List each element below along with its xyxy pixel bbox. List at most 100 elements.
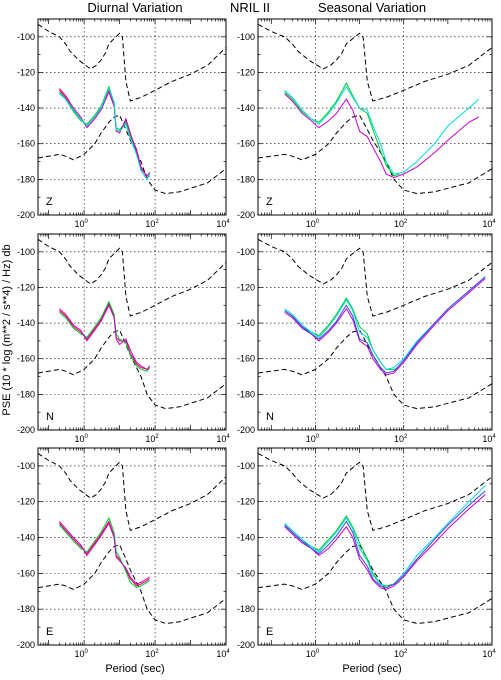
y-tick-label: -180 — [17, 174, 35, 184]
diurnal-title: Diurnal Variation — [87, 0, 182, 15]
series-magenta — [59, 88, 151, 177]
model-high-noise-model — [37, 452, 227, 532]
y-tick-label: -140 — [17, 318, 35, 328]
component-label: N — [266, 411, 274, 423]
model-low-noise-model — [37, 544, 227, 625]
x-tick-label: 100 — [306, 434, 320, 444]
y-tick-label: -140 — [237, 318, 255, 328]
y-tick-label: -200 — [17, 640, 35, 650]
y-tick-label: -180 — [237, 174, 255, 184]
panel-seasonal-Z: -100 -120 -140 -160 -180 -200 100 102 104 Z — [237, 18, 496, 229]
y-tick-label: -180 — [17, 604, 35, 614]
y-tick-label: -120 — [237, 67, 255, 77]
series-magenta — [284, 494, 486, 591]
model-low-noise-model — [37, 329, 227, 410]
series-green — [284, 515, 400, 587]
panel-frame — [37, 18, 227, 216]
y-tick-label: -100 — [237, 247, 255, 257]
series-magenta — [284, 278, 486, 376]
series-cyan — [59, 87, 151, 181]
component-label: E — [46, 626, 53, 638]
y-tick-label: -100 — [17, 247, 35, 257]
x-tick-label: 104 — [482, 649, 496, 659]
x-tick-label: 102 — [394, 219, 408, 229]
panel-frame — [37, 233, 227, 431]
x-tick-label: 104 — [216, 219, 230, 229]
y-tick-label: -100 — [17, 461, 35, 471]
x-tick-label: 100 — [74, 219, 88, 229]
panel-frame — [257, 233, 493, 431]
panel-seasonal-E: -100 -120 -140 -160 -180 -200 100 102 104 E — [237, 447, 496, 659]
x-axis-label-left: Period (sec) — [105, 663, 164, 675]
series-cyan — [284, 85, 480, 175]
series-green — [59, 300, 151, 372]
x-tick-label: 102 — [145, 219, 159, 229]
x-tick-label: 102 — [394, 649, 408, 659]
y-tick-label: -120 — [17, 67, 35, 77]
model-low-noise-model — [257, 544, 493, 625]
y-tick-label: -100 — [17, 32, 35, 42]
model-low-noise-model — [257, 114, 493, 195]
station-title: NRIL II — [230, 0, 270, 15]
x-tick-label: 100 — [74, 649, 88, 659]
y-tick-label: -160 — [17, 139, 35, 149]
model-high-noise-model — [257, 238, 493, 317]
component-label: Z — [266, 196, 273, 208]
panel-seasonal-N: -100 -120 -140 -160 -180 -200 100 102 104 N — [237, 233, 496, 444]
panel-diurnal-N: -100 -120 -140 -160 -180 -200 100 102 104 N — [17, 233, 230, 444]
y-tick-label: -120 — [237, 497, 255, 507]
x-tick-label: 100 — [306, 649, 320, 659]
y-tick-label: -180 — [17, 389, 35, 399]
series-magenta — [59, 304, 151, 371]
panel-frame — [257, 18, 493, 216]
series-blue — [284, 276, 486, 374]
y-tick-label: -200 — [17, 210, 35, 220]
y-tick-label: -160 — [237, 139, 255, 149]
y-tick-label: -180 — [237, 604, 255, 614]
x-tick-label: 102 — [145, 434, 159, 444]
y-tick-label: -140 — [17, 103, 35, 113]
x-tick-label: 104 — [482, 434, 496, 444]
model-high-noise-model — [37, 23, 227, 102]
x-tick-label: 104 — [216, 649, 230, 659]
model-high-noise-model — [37, 238, 227, 317]
component-label: Z — [46, 196, 53, 208]
component-label: N — [46, 411, 54, 423]
series-green — [59, 516, 150, 589]
series-green — [284, 82, 400, 177]
y-tick-label: -120 — [237, 282, 255, 292]
x-tick-label: 102 — [394, 434, 408, 444]
y-tick-label: -120 — [17, 497, 35, 507]
y-tick-label: -160 — [237, 568, 255, 578]
x-tick-label: 100 — [74, 434, 88, 444]
component-label: E — [266, 626, 273, 638]
y-tick-label: -200 — [237, 210, 255, 220]
x-tick-label: 104 — [216, 434, 230, 444]
y-tick-label: -120 — [17, 282, 35, 292]
y-tick-label: -180 — [237, 389, 255, 399]
x-tick-label: 104 — [482, 219, 496, 229]
panel-frame — [37, 447, 227, 646]
y-tick-label: -140 — [17, 533, 35, 543]
y-tick-label: -160 — [237, 354, 255, 364]
y-axis-label: PSE (10 * log (m**2 / s**4) / Hz) db — [1, 244, 13, 415]
model-low-noise-model — [37, 114, 227, 195]
model-high-noise-model — [257, 452, 493, 532]
panel-diurnal-E: -100 -120 -140 -160 -180 -200 100 102 104 E — [17, 447, 230, 659]
y-tick-label: -200 — [237, 425, 255, 435]
x-tick-label: 100 — [306, 219, 320, 229]
y-tick-label: -140 — [237, 533, 255, 543]
seasonal-title: Seasonal Variation — [318, 0, 426, 15]
model-low-noise-model — [257, 329, 493, 410]
panel-frame — [257, 447, 493, 646]
x-tick-label: 102 — [145, 649, 159, 659]
series-magenta — [284, 93, 479, 179]
y-tick-label: -160 — [17, 568, 35, 578]
series-magenta — [59, 521, 150, 585]
model-high-noise-model — [257, 23, 493, 102]
y-tick-label: -160 — [17, 354, 35, 364]
series-blue — [284, 490, 486, 589]
y-tick-label: -100 — [237, 32, 255, 42]
series-red — [59, 88, 150, 179]
